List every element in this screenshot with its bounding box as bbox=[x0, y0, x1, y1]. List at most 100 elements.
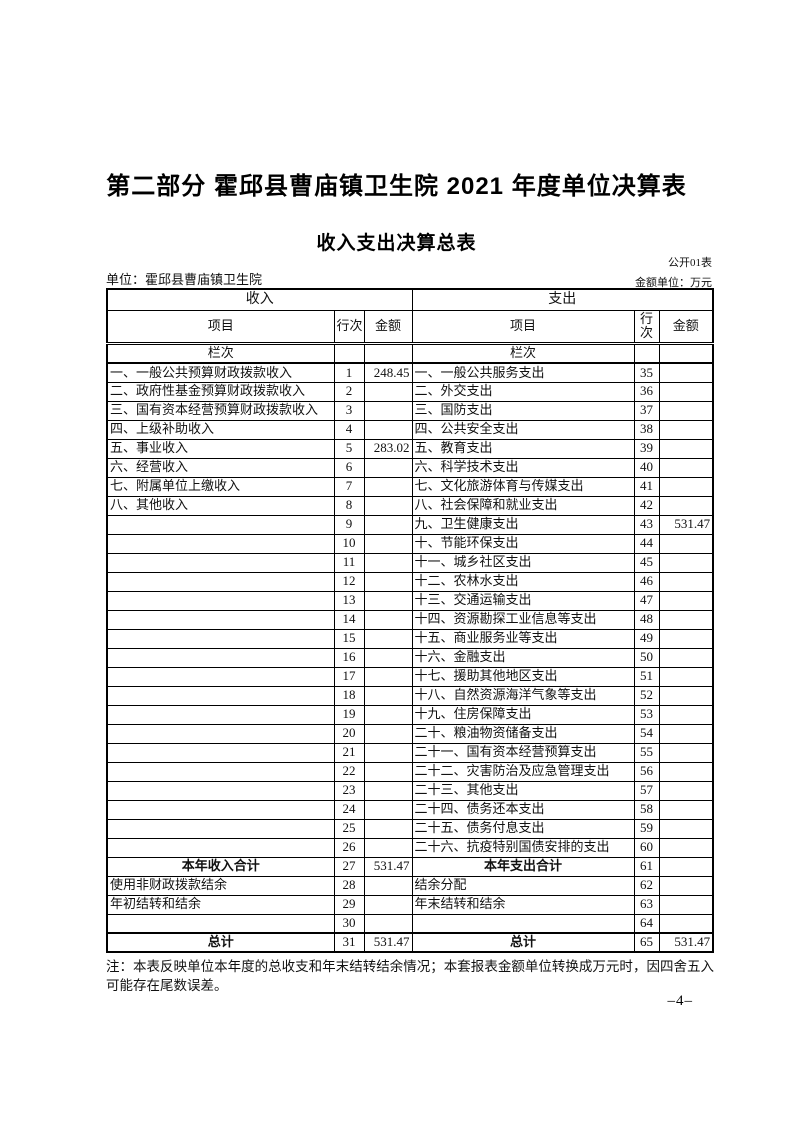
table-row: 14 十四、资源勘探工业信息等支出 48 bbox=[106, 609, 714, 630]
income-item-cell: 二、政府性基金预算财政拨款收入 bbox=[106, 381, 335, 402]
income-item-cell bbox=[106, 742, 335, 763]
expense-amount-cell bbox=[658, 913, 714, 934]
expense-row-no-cell: 47 bbox=[633, 590, 660, 611]
expense-amount-cell bbox=[658, 495, 714, 516]
income-amount-cell bbox=[363, 552, 413, 573]
expense-row-no-cell: 62 bbox=[633, 875, 660, 896]
income-item-cell: 八、其他收入 bbox=[106, 495, 335, 516]
expense-amount-cell: 531.47 bbox=[658, 514, 714, 535]
income-row-no-cell: 14 bbox=[333, 609, 365, 630]
expense-amount-cell bbox=[658, 533, 714, 554]
expense-row-no-cell: 48 bbox=[633, 609, 660, 630]
income-section-header: 收入 bbox=[106, 288, 413, 311]
table-row: 一、一般公共预算财政拨款收入 1 248.45 一、一般公共服务支出 35 bbox=[106, 362, 714, 383]
income-row-no-cell: 2 bbox=[333, 381, 365, 402]
table-row: 9 九、卫生健康支出 43 531.47 bbox=[106, 514, 714, 535]
table-row: 五、事业收入 5 283.02 五、教育支出 39 bbox=[106, 438, 714, 459]
income-item-cell bbox=[106, 913, 335, 934]
expense-row-no-cell: 63 bbox=[633, 894, 660, 915]
expense-item-cell: 十四、资源勘探工业信息等支出 bbox=[411, 609, 635, 630]
expense-amount-cell bbox=[658, 666, 714, 687]
table-row: 七、附属单位上缴收入 7 七、文化旅游体育与传媒支出 41 bbox=[106, 476, 714, 497]
expense-amount-cell bbox=[658, 400, 714, 421]
expense-item-cell: 二十五、债务付息支出 bbox=[411, 818, 635, 839]
expense-item-cell: 年末结转和结余 bbox=[411, 894, 635, 915]
income-amount-cell: 248.45 bbox=[363, 362, 413, 383]
expense-section-header: 支出 bbox=[411, 288, 714, 311]
expense-item-cell: 八、社会保障和就业支出 bbox=[411, 495, 635, 516]
page-number: –4– bbox=[667, 993, 693, 1009]
income-row-no-cell: 15 bbox=[333, 628, 365, 649]
expense-amount-cell bbox=[658, 685, 714, 706]
expense-item-cell: 十五、商业服务业等支出 bbox=[411, 628, 635, 649]
expense-item-cell: 二十二、灾害防治及应急管理支出 bbox=[411, 761, 635, 782]
income-amount-cell bbox=[363, 514, 413, 535]
income-item-cell bbox=[106, 685, 335, 706]
table-row: 24 二十四、债务还本支出 58 bbox=[106, 799, 714, 820]
expense-amount-cell bbox=[658, 647, 714, 668]
income-item-cell: 四、上级补助收入 bbox=[106, 419, 335, 440]
income-amount-cell bbox=[363, 742, 413, 763]
income-row-no-cell: 31 bbox=[333, 932, 365, 953]
expense-amount-cell bbox=[658, 799, 714, 820]
expense-row-no-cell: 37 bbox=[633, 400, 660, 421]
table-row: 总计 31 531.47 总计 65 531.47 bbox=[106, 932, 714, 953]
footnote: 注：本表反映单位本年度的总收支和年末结转结余情况；本套报表金额单位转换成万元时，… bbox=[106, 959, 714, 993]
table-row: 10 十、节能环保支出 44 bbox=[106, 533, 714, 554]
income-item-cell bbox=[106, 571, 335, 592]
document-title: 第二部分 霍邱县曹庙镇卫生院 2021 年度单位决算表 bbox=[106, 173, 687, 200]
expense-row-no-cell: 40 bbox=[633, 457, 660, 478]
table-row: 使用非财政拨款结余 28 结余分配 62 bbox=[106, 875, 714, 896]
expense-amount-cell bbox=[658, 457, 714, 478]
expense-amount-cell bbox=[658, 419, 714, 440]
section-header-row: 收入 支出 bbox=[106, 288, 714, 311]
expense-row-no-cell: 64 bbox=[633, 913, 660, 934]
table-row: 17 十七、援助其他地区支出 51 bbox=[106, 666, 714, 687]
income-item-cell: 本年收入合计 bbox=[106, 856, 335, 877]
income-row-no-cell: 19 bbox=[333, 704, 365, 725]
expense-row-no-cell: 52 bbox=[633, 685, 660, 706]
expense-row-no-cell: 46 bbox=[633, 571, 660, 592]
expense-item-cell: 十、节能环保支出 bbox=[411, 533, 635, 554]
expense-amount-cell bbox=[658, 818, 714, 839]
income-row-no-cell: 16 bbox=[333, 647, 365, 668]
expense-amount-cell bbox=[658, 590, 714, 611]
table-row: 12 十二、农林水支出 46 bbox=[106, 571, 714, 592]
table-row: 20 二十、粮油物资储备支出 54 bbox=[106, 723, 714, 744]
expense-item-cell bbox=[411, 913, 635, 934]
expense-amount-cell bbox=[658, 476, 714, 497]
expense-row-no-cell: 61 bbox=[633, 856, 660, 877]
expense-amount-cell bbox=[658, 704, 714, 725]
expense-row-no-cell: 57 bbox=[633, 780, 660, 801]
income-row-no-cell: 6 bbox=[333, 457, 365, 478]
expense-row-no-cell: 59 bbox=[633, 818, 660, 839]
expense-amount-cell bbox=[658, 856, 714, 877]
expense-item-cell: 五、教育支出 bbox=[411, 438, 635, 459]
income-amount-cell bbox=[363, 666, 413, 687]
income-expense-summary-table: 收入 支出 项目 行次 金额 项目 行次 金额 栏次 栏次 一、一般公共预算财政… bbox=[106, 288, 715, 953]
expense-amount-cell: 531.47 bbox=[658, 932, 714, 953]
table-row: 18 十八、自然资源海洋气象等支出 52 bbox=[106, 685, 714, 706]
table-row: 15 十五、商业服务业等支出 49 bbox=[106, 628, 714, 649]
income-amount-cell bbox=[363, 818, 413, 839]
income-item-cell bbox=[106, 609, 335, 630]
table-row: 23 二十三、其他支出 57 bbox=[106, 780, 714, 801]
income-item-cell bbox=[106, 799, 335, 820]
expense-amount-cell bbox=[658, 742, 714, 763]
income-amount-cell bbox=[363, 419, 413, 440]
income-row-no-cell: 12 bbox=[333, 571, 365, 592]
income-lanci-amount-cell bbox=[363, 342, 413, 364]
income-amount-cell bbox=[363, 533, 413, 554]
expense-item-cell: 二十、粮油物资储备支出 bbox=[411, 723, 635, 744]
expense-amount-cell bbox=[658, 837, 714, 858]
expense-row-no-cell: 55 bbox=[633, 742, 660, 763]
table-row: 30 64 bbox=[106, 913, 714, 934]
income-item-cell bbox=[106, 837, 335, 858]
income-item-cell: 六、经营收入 bbox=[106, 457, 335, 478]
income-item-cell bbox=[106, 761, 335, 782]
expense-row-no-cell: 44 bbox=[633, 533, 660, 554]
income-amount-cell: 531.47 bbox=[363, 856, 413, 877]
expense-amount-header: 金额 bbox=[658, 309, 714, 345]
expense-row-no-cell: 53 bbox=[633, 704, 660, 725]
